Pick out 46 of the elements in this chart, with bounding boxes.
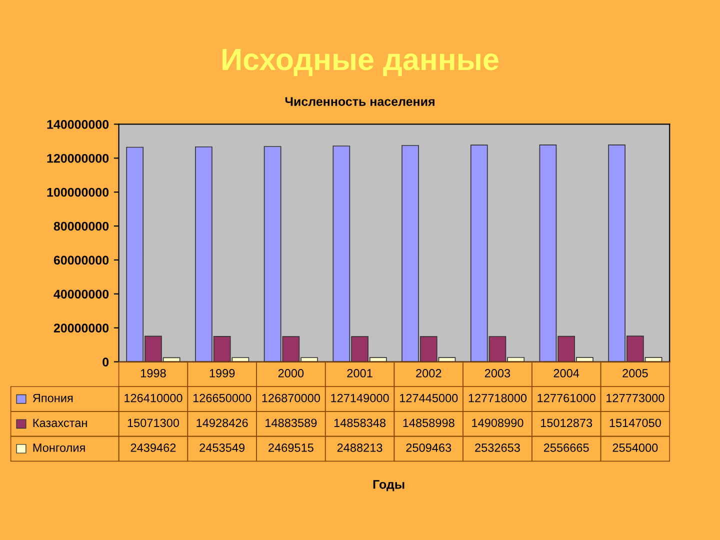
y-tick-label: 100000000 <box>47 188 109 197</box>
data-label: 2554000 <box>612 444 658 452</box>
x-tick-label: 2001 <box>347 369 372 378</box>
data-label: 2532653 <box>475 444 520 452</box>
data-label: 14883589 <box>266 418 317 428</box>
y-tick-label: 40000000 <box>54 290 109 299</box>
y-tick-label: 140000000 <box>47 120 109 129</box>
data-label: 127761000 <box>538 394 596 402</box>
legend-label: Монголия <box>33 444 85 452</box>
data-label: 126870000 <box>262 394 320 402</box>
y-tick-label: 120000000 <box>47 154 109 163</box>
data-label: 2488213 <box>337 444 382 452</box>
data-label: 15147050 <box>610 418 661 428</box>
x-tick-label: 2003 <box>484 369 510 378</box>
y-tick-label: 80000000 <box>54 222 109 231</box>
x-tick-label: 2000 <box>278 369 304 378</box>
data-label: 14928426 <box>196 418 248 428</box>
data-label: 127445000 <box>400 394 458 402</box>
chart-subtitle: Численность населения <box>285 97 434 106</box>
data-label: 127149000 <box>331 394 389 402</box>
data-label: 2509463 <box>406 444 452 452</box>
data-label: 2469515 <box>268 444 314 452</box>
legend-label: Япония <box>32 394 73 402</box>
x-tick-label: 2005 <box>622 369 648 378</box>
data-label: 2439462 <box>130 444 176 452</box>
data-label: 127718000 <box>468 394 527 402</box>
x-tick-label: 1998 <box>140 369 166 378</box>
data-label: 14858348 <box>334 418 386 428</box>
y-tick-label: 60000000 <box>54 256 109 265</box>
y-tick-label: 20000000 <box>54 324 109 333</box>
x-tick-label: 1999 <box>210 369 235 378</box>
data-label: 2556665 <box>544 444 589 452</box>
data-label: 126650000 <box>193 394 252 402</box>
x-tick-label: 2002 <box>416 369 442 378</box>
y-tick-label: 0 <box>102 358 109 366</box>
x-tick-label: 2004 <box>554 369 580 378</box>
data-label: 2453549 <box>200 444 244 452</box>
chart-title: Исходные данные <box>222 48 498 76</box>
legend-label: Казахстан <box>33 418 87 428</box>
data-label: 14858998 <box>403 418 454 428</box>
text: Годы <box>373 480 404 492</box>
data-label: 15071300 <box>128 418 180 428</box>
data-label: 15012873 <box>540 418 592 428</box>
data-label: 14908990 <box>472 418 524 428</box>
data-label: 127773000 <box>606 394 664 402</box>
data-label: 126410000 <box>124 394 182 402</box>
